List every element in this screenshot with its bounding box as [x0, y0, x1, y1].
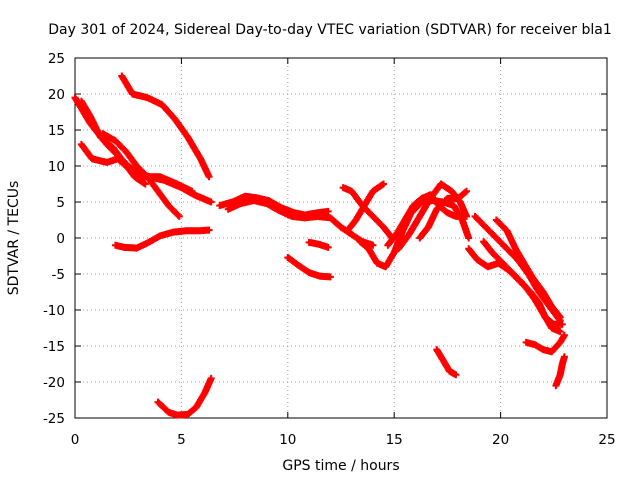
x-tick-label: 10 — [279, 432, 296, 448]
y-tick-label: 10 — [48, 159, 65, 175]
data-point — [324, 243, 332, 251]
y-tick-label: 15 — [48, 123, 65, 139]
data-points — [71, 72, 568, 419]
data-point — [207, 374, 215, 382]
data-point — [558, 320, 566, 328]
y-tick-label: 20 — [48, 87, 65, 103]
series-track-11 — [284, 253, 334, 281]
x-axis-label: GPS time / hours — [282, 458, 399, 474]
data-point — [188, 187, 196, 195]
data-point — [175, 212, 183, 220]
series-track-5 — [118, 72, 213, 181]
x-tick-label: 0 — [71, 432, 80, 448]
x-tick-label: 25 — [598, 432, 615, 448]
data-point — [174, 211, 182, 219]
axis-ticks: 0 5 10 15 20 25 -25 -20 -15 -10 -5 0 5 10 15 20 25 — [43, 51, 616, 448]
series-track-21 — [465, 245, 566, 328]
series-track-13 — [343, 180, 388, 235]
series-track-7 — [154, 374, 215, 419]
y-tick-label: 0 — [56, 231, 65, 247]
data-point — [463, 187, 471, 195]
y-tick-label: -20 — [43, 375, 65, 391]
data-point — [452, 371, 460, 379]
series-track-23 — [522, 331, 568, 356]
y-tick-label: -25 — [43, 411, 65, 427]
data-point — [461, 188, 469, 196]
series-track-24 — [552, 353, 568, 390]
data-point — [205, 226, 213, 234]
data-point — [560, 353, 568, 361]
data-point — [207, 198, 215, 206]
data-point — [556, 328, 564, 336]
y-tick-label: -10 — [43, 303, 65, 319]
data-point — [324, 207, 332, 215]
x-tick-label: 5 — [177, 432, 186, 448]
x-tick-label: 20 — [492, 432, 509, 448]
y-tick-label: 5 — [56, 195, 65, 211]
series-track-6 — [111, 226, 213, 252]
data-point — [465, 234, 473, 242]
chart-title: Day 301 of 2024, Sidereal Day-to-day VTE… — [48, 22, 611, 38]
series-track-17 — [416, 187, 471, 242]
data-point — [380, 180, 388, 188]
series-track-18 — [433, 346, 460, 379]
x-tick-label: 15 — [386, 432, 403, 448]
data-point — [369, 241, 377, 249]
y-axis-label: SDTVAR / TECUs — [6, 181, 22, 296]
y-tick-label: 25 — [48, 51, 65, 67]
y-tick-label: -5 — [52, 267, 65, 283]
data-point — [556, 313, 564, 321]
y-tick-label: -15 — [43, 339, 65, 355]
series-track-4 — [99, 130, 183, 220]
data-point — [560, 331, 568, 339]
series-track-10 — [305, 238, 332, 251]
data-point — [205, 173, 213, 181]
data-point — [463, 212, 471, 220]
data-point — [326, 273, 334, 281]
series-track-22 — [492, 216, 564, 321]
data-point — [141, 180, 149, 188]
